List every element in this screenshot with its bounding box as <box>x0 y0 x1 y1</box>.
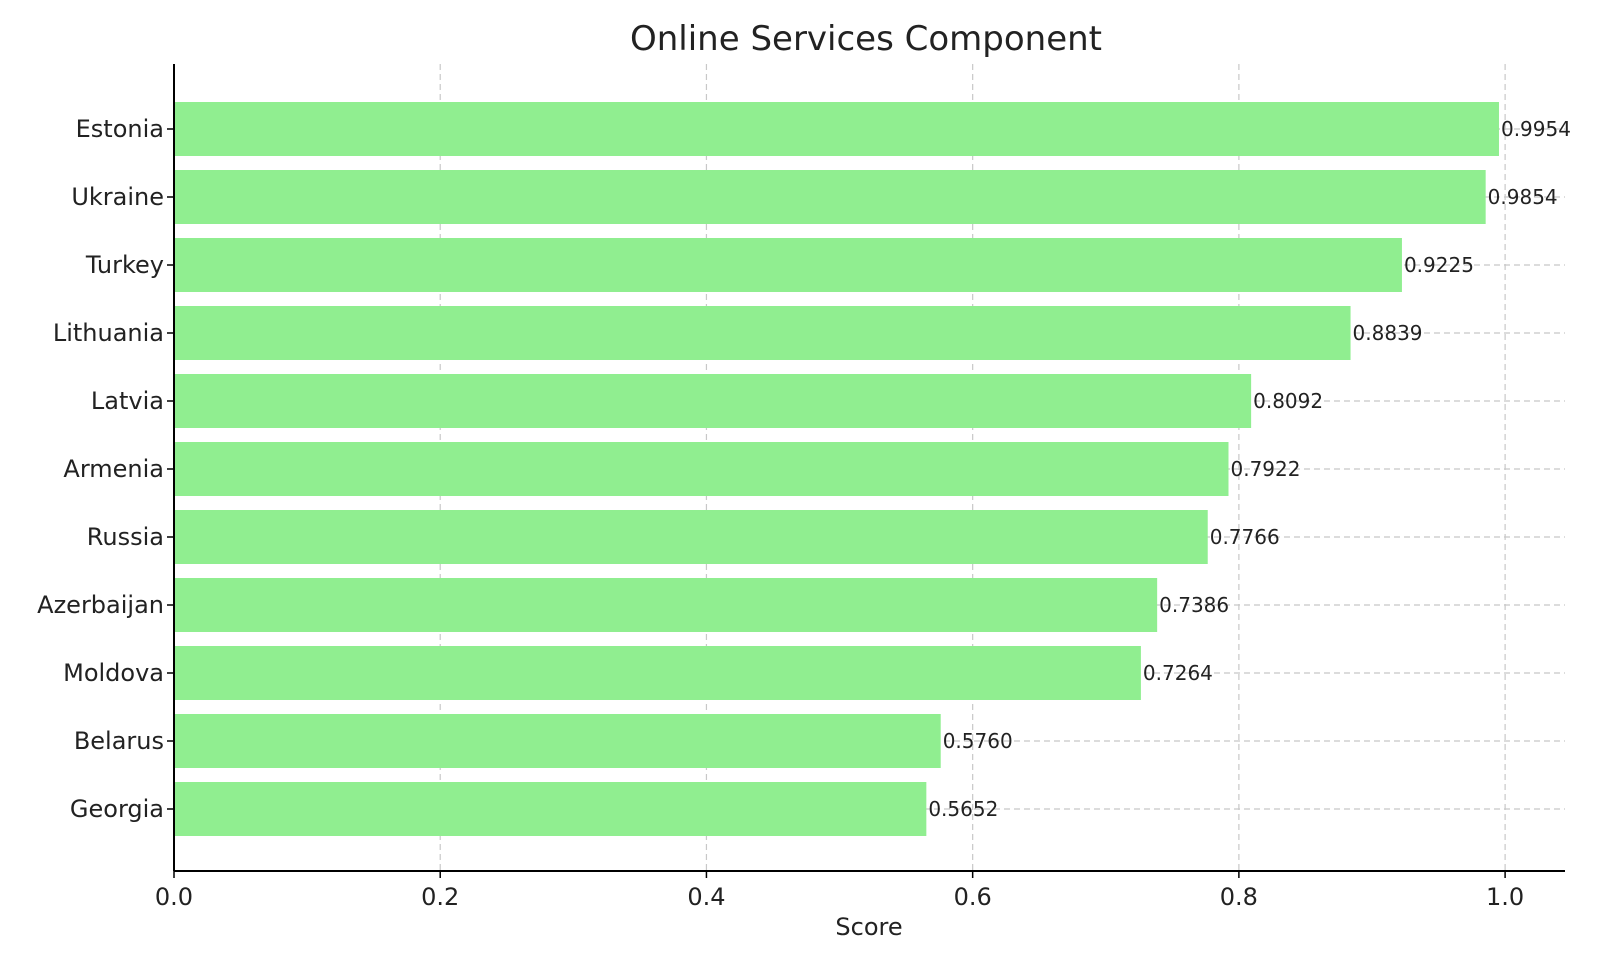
bar-azerbaijan <box>174 578 1158 632</box>
bar-ukraine <box>174 170 1486 224</box>
category-label: Georgia <box>70 795 164 823</box>
value-label: 0.8092 <box>1253 389 1323 413</box>
value-label: 0.9954 <box>1501 117 1571 141</box>
bar-belarus <box>174 714 941 768</box>
value-label: 0.7386 <box>1159 593 1229 617</box>
value-labels: 0.9954 0.9854 0.9225 0.8839 0.8092 0.7922 0.77… <box>928 117 1571 821</box>
bar-moldova <box>174 646 1141 700</box>
category-label: Azerbaijan <box>37 591 164 619</box>
category-label: Ukraine <box>71 183 164 211</box>
axes <box>173 64 1565 872</box>
value-label: 0.5760 <box>943 729 1013 753</box>
bar-russia <box>174 510 1208 564</box>
category-label: Moldova <box>63 659 164 687</box>
bar-estonia <box>174 102 1499 156</box>
category-label: Latvia <box>91 387 164 415</box>
x-tick-label: 0.8 <box>1220 883 1258 911</box>
chart-title: Online Services Component <box>630 19 1102 59</box>
value-label: 0.9225 <box>1404 253 1474 277</box>
bar-lithuania <box>174 306 1351 360</box>
ticks: 0.0 0.2 0.4 0.6 0.8 1.0 Estonia Ukraine Turkey Li… <box>37 115 1524 911</box>
x-tick-label: 0.2 <box>421 883 459 911</box>
bar-armenia <box>174 442 1229 496</box>
value-label: 0.5652 <box>928 797 998 821</box>
category-label: Belarus <box>74 727 164 755</box>
bar-latvia <box>174 374 1252 428</box>
value-label: 0.7922 <box>1230 457 1300 481</box>
x-tick-label: 1.0 <box>1486 883 1524 911</box>
x-tick-label: 0.6 <box>954 883 992 911</box>
value-label: 0.7766 <box>1210 525 1280 549</box>
x-tick-label: 0.4 <box>687 883 725 911</box>
category-label: Russia <box>87 523 164 551</box>
bars <box>174 102 1499 836</box>
category-label: Turkey <box>85 251 164 279</box>
value-label: 0.7264 <box>1143 661 1213 685</box>
bar-turkey <box>174 238 1402 292</box>
category-label: Estonia <box>76 115 164 143</box>
value-label: 0.9854 <box>1488 185 1558 209</box>
value-label: 0.8839 <box>1353 321 1423 345</box>
x-tick-label: 0.0 <box>155 883 193 911</box>
category-label: Lithuania <box>53 319 164 347</box>
bar-georgia <box>174 782 927 836</box>
category-label: Armenia <box>63 455 164 483</box>
x-axis-label: Score <box>835 913 902 941</box>
